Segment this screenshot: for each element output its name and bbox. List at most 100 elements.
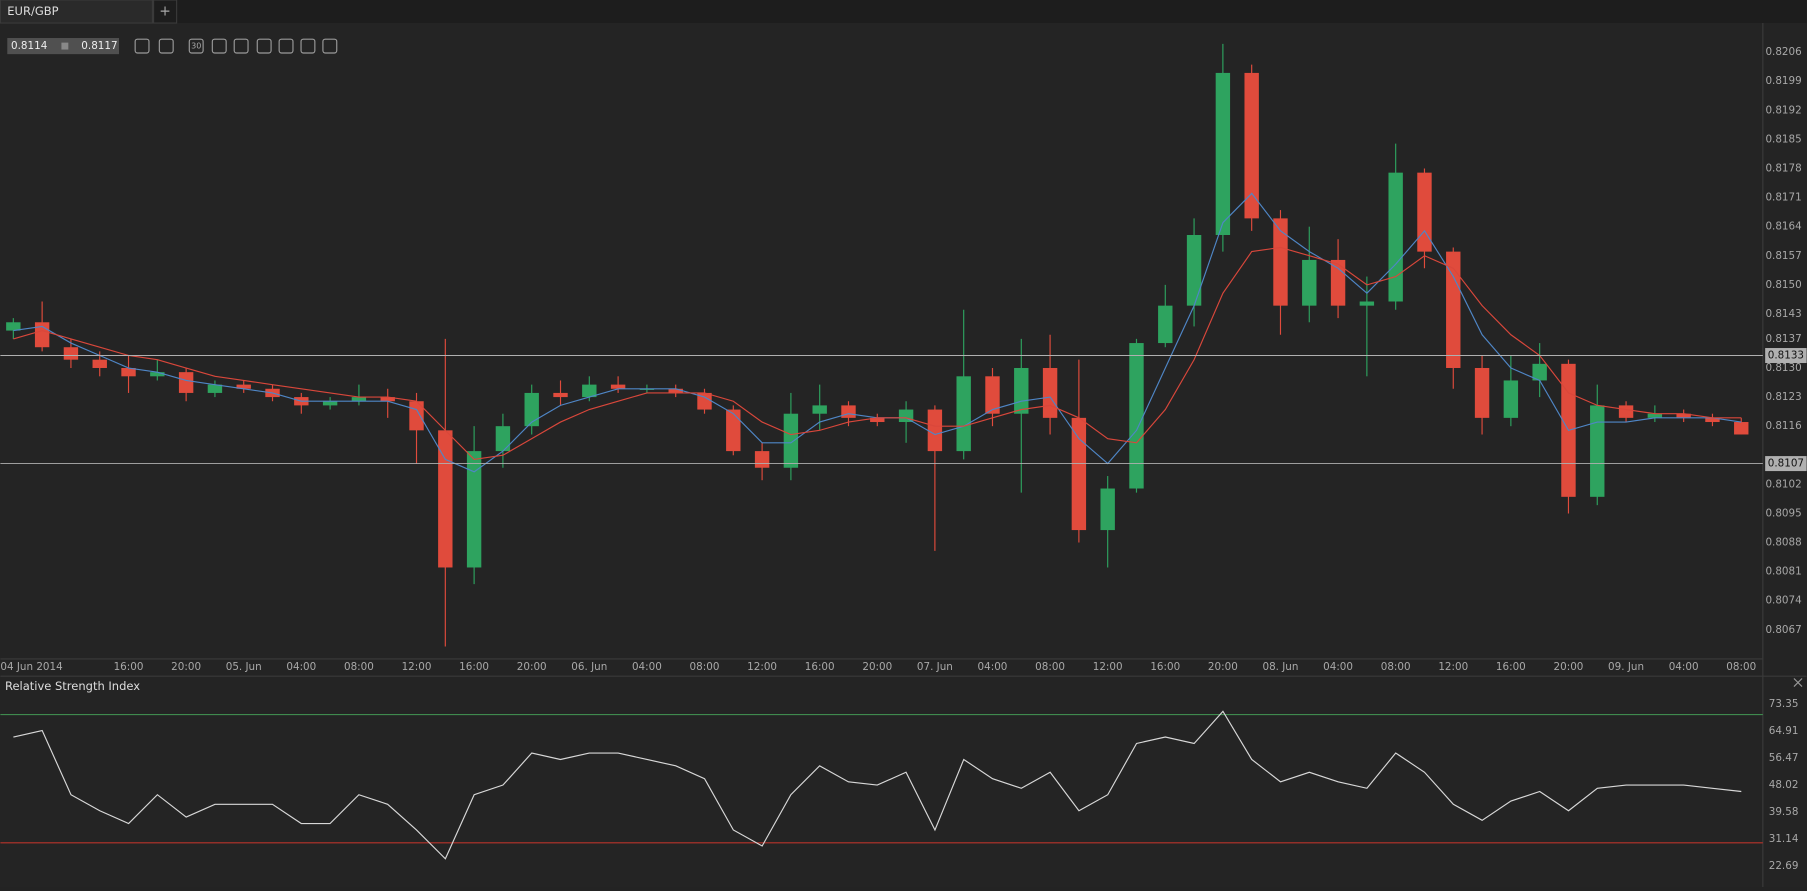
candle-body [668,388,683,393]
zoom-in[interactable] [158,38,174,54]
candle-body [1273,218,1288,306]
candle-body [63,347,79,360]
candle-body [236,384,251,389]
settings[interactable] [256,38,272,54]
y-tick-label: 73.35 [1769,698,1799,710]
x-tick-label: 12:00 [402,661,432,673]
x-tick-label: 20:00 [171,661,201,673]
x-tick-label: 04:00 [286,661,316,673]
x-tick-label: 08:00 [1381,661,1411,673]
x-tick-label: 16:00 [114,661,144,673]
y-tick-label: 0.8102 [1765,478,1801,490]
x-tick-label: 20:00 [517,661,547,673]
y-tick-label: 0.8074 [1765,595,1802,607]
y-tick-label: 0.8150 [1765,279,1801,291]
candle-body [1705,417,1720,423]
candle-body [1734,422,1749,435]
indicators[interactable] [233,38,249,54]
candle-body [1129,343,1144,489]
draw[interactable] [300,38,316,54]
candle-body [1158,305,1173,344]
y-tick-label: 0.8081 [1765,566,1801,578]
candle-body [438,430,453,568]
y-tick-label: 64.91 [1769,725,1799,737]
tab[interactable] [0,0,154,24]
y-tick-label: 0.8123 [1765,391,1801,403]
close-indicator[interactable] [1793,678,1803,687]
candle-body [1071,417,1087,531]
x-tick-label: 16:00 [805,661,835,673]
candle-body [1244,72,1259,219]
y-tick-label: 0.8116 [1765,420,1801,432]
candle-body [351,397,367,402]
x-tick-label: 04:00 [1669,661,1699,673]
y-tick-label: 31.14 [1769,833,1799,845]
x-tick-label: 07. Jun [917,661,953,673]
candle-body [812,405,827,414]
candle-body [1590,405,1605,497]
candle-body [697,392,712,410]
candle-body [495,426,511,452]
y-tick-label: 48.02 [1769,779,1799,791]
x-tick-label: 08. Jun [1262,661,1298,673]
indicator-title: Relative Strength Index [5,679,140,693]
candle-body [1330,259,1346,306]
candle-body [726,409,741,452]
x-tick-label: 12:00 [1093,661,1123,673]
x-tick-label: 06. Jun [571,661,607,673]
candle-body [1359,301,1375,306]
x-tick-label: 08:00 [1726,661,1756,673]
x-tick-label: 05. Jun [226,661,262,673]
candle-body [1215,72,1231,235]
candle-body [1618,405,1634,418]
x-tick-label: 04:00 [632,661,662,673]
quote-separator [61,42,69,50]
moving-average [13,246,1742,461]
candle-body [92,359,107,368]
x-tick-label: 08:00 [690,661,720,673]
x-tick-label: 20:00 [862,661,892,673]
y-tick-label: 0.8178 [1765,163,1801,175]
y-tick-label: 39.58 [1769,806,1799,818]
candle-body [1186,234,1202,306]
candle-body [1042,367,1058,418]
candle-body [870,417,885,423]
candle-body [1532,363,1547,381]
x-tick-label: 04:00 [1323,661,1353,673]
candle-body [956,376,971,452]
candle-body [754,451,770,468]
level-label: 0.8133 [1768,350,1804,362]
candle-body [1446,251,1461,368]
candle-body [322,401,338,406]
timeframe[interactable] [188,38,204,54]
toolbar [134,38,338,54]
objects[interactable] [278,38,294,54]
level-label: 0.8107 [1768,458,1804,470]
candle-body [150,372,165,377]
chart-type[interactable] [211,38,227,54]
y-tick-label: 0.8192 [1765,104,1801,116]
candle-body [553,392,568,398]
ask: 0.8117 [81,40,117,52]
candle-body [1676,413,1691,418]
zoom-out[interactable] [134,38,150,54]
candle-body [178,372,194,393]
x-tick-label: 12:00 [1438,661,1468,673]
add-tab[interactable] [153,0,178,24]
candle-body [1503,380,1519,418]
candle-body [582,384,597,398]
y-tick-label: 0.8206 [1765,46,1801,58]
y-tick-label: 0.8143 [1765,308,1801,320]
candle-body [783,413,799,468]
candle-body [207,384,223,393]
add-tab-label: + [159,4,171,20]
draw-line[interactable] [322,38,338,54]
candle-body [610,384,626,389]
level-tag [1765,348,1807,364]
candle-body [380,397,395,402]
rsi-line [13,710,1742,860]
candle-body [1417,172,1432,252]
x-tick-label: 16:00 [1496,661,1526,673]
candle-body [466,451,482,568]
